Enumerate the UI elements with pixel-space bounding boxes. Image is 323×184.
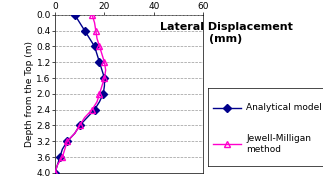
Analytical model [88,37,91,40]
Analytical model [98,61,101,63]
Analytical model [65,140,69,142]
Jewell-Milligan
method [104,69,108,71]
Analytical model [85,116,89,119]
Analytical model [93,45,97,47]
Analytical model [56,164,59,166]
Analytical model [93,109,97,111]
Jewell-Milligan
method [95,37,99,40]
Jewell-Milligan
method [98,93,101,95]
Jewell-Milligan
method [102,77,106,79]
Analytical model [101,93,105,95]
Jewell-Milligan
method [98,45,101,47]
Jewell-Milligan
method [53,172,57,174]
Analytical model [102,85,106,87]
Jewell-Milligan
method [93,22,97,24]
Text: Jewell-Milligan
method: Jewell-Milligan method [246,134,311,154]
Analytical model [102,77,106,79]
Jewell-Milligan
method [73,132,77,135]
Jewell-Milligan
method [90,14,94,16]
Jewell-Milligan
method [65,140,69,142]
Analytical model [95,53,99,55]
Jewell-Milligan
method [63,148,67,150]
Analytical model [100,69,104,71]
Line: Analytical model: Analytical model [52,12,107,176]
Analytical model [98,101,101,103]
Jewell-Milligan
method [100,85,104,87]
Analytical model [78,124,82,127]
Analytical model [58,156,62,158]
Jewell-Milligan
method [90,109,94,111]
Line: Jewell-Milligan
method: Jewell-Milligan method [51,11,109,176]
Text: Lateral Displacement
(mm): Lateral Displacement (mm) [160,22,293,44]
Jewell-Milligan
method [83,116,87,119]
Jewell-Milligan
method [95,101,99,103]
Jewell-Milligan
method [56,164,59,166]
Analytical model [78,22,82,24]
Analytical model [73,14,77,16]
Y-axis label: Depth from the Top (m): Depth from the Top (m) [25,41,34,147]
Jewell-Milligan
method [102,61,106,63]
Jewell-Milligan
method [78,124,82,127]
Analytical model [83,29,87,32]
Analytical model [73,132,77,135]
Analytical model [53,172,57,174]
Jewell-Milligan
method [94,29,98,32]
Text: Analytical model: Analytical model [246,103,322,112]
Analytical model [60,148,64,150]
Jewell-Milligan
method [60,156,64,158]
Jewell-Milligan
method [100,53,104,55]
